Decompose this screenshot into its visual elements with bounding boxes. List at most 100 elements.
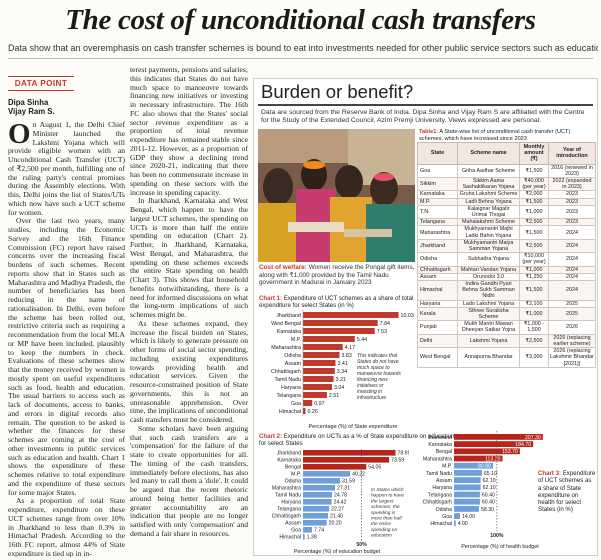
table-row: Kerala Sthree Suraksha Scheme ₹1,000 2025 — [417, 306, 596, 322]
chart1-category-label: Karnataka — [277, 329, 301, 335]
table-cell: Ladli Behna Yojana — [457, 197, 520, 206]
chart3-bar — [454, 455, 503, 462]
chart3-value-label: 60.40 — [482, 500, 495, 506]
table-cell: Sthree Suraksha Scheme — [457, 306, 520, 322]
table-cell: ₹10,000 (per year) — [519, 252, 549, 267]
table-cell: ₹3,000 — [519, 347, 549, 368]
table-cell: Sikkim Aama Sashaktikaran Yojana — [457, 177, 520, 192]
table-cell: 2024 — [548, 280, 596, 301]
chart2-bar — [303, 464, 367, 470]
chart1-category-label: Chhattisgarh — [271, 369, 301, 375]
chart1-value-label: 3.41 — [337, 361, 347, 367]
chart2-svg: Jharkhand 78.99 Karnataka 73.59 Bengal 54.05 M… — [272, 449, 409, 555]
table-cell: Mukhyamantri Maiya Samman Yojana — [457, 238, 520, 254]
table-title-text: A State-wise list of unconditional cash … — [419, 129, 571, 142]
table-cell: ₹2,500 — [519, 333, 549, 349]
chart3-category-label: Telangana — [428, 492, 452, 498]
table-cell: 2026 (replacing earlier scheme) — [548, 333, 596, 349]
table-row: Delhi Lakshmi Yojana ₹2,500 2026 (replacing… — [417, 333, 596, 349]
table-header-cell: State — [417, 142, 458, 165]
chart2-bar — [303, 506, 330, 512]
table-cell: Mukh Mantri Mawan Dheeyan Satkar Yojna — [457, 320, 520, 335]
chart1-bar — [303, 368, 335, 374]
table-cell: 2025 — [548, 306, 596, 322]
chart2-category-label: Chhattisgarh — [272, 514, 302, 520]
table-cell: Mahalakshmi Scheme — [457, 218, 520, 227]
chart2-category-label: Tamil Nadu — [275, 493, 301, 499]
chart3-bar — [454, 491, 480, 498]
chart3-value-label: 207.30 — [525, 435, 541, 441]
chart1-category-label: Assam — [285, 361, 302, 367]
chart2-title-lead: Chart 2: — [259, 433, 283, 440]
table-cell: 2022 (expanded in 2023) — [548, 177, 596, 192]
table-cell: West Bengal — [417, 347, 458, 368]
table-row: Maharashtra Mukhyamantri Majhi Ladki Bahi… — [417, 225, 596, 240]
chart1-category-label: Telangana — [277, 393, 302, 399]
chart3-bar — [454, 498, 480, 505]
chart1-category-label: West Bengal — [271, 321, 301, 327]
chart2-x-label: Percentage (%) of education budget — [294, 549, 381, 555]
table-cell: ₹1,000 — [519, 306, 549, 322]
chart1-bar — [303, 360, 336, 366]
chart1-category-label: Tamil Nadu — [275, 377, 302, 383]
chart3-title-text: Expenditure of UCT schemes as a share of… — [538, 470, 596, 514]
chart1-bar — [303, 408, 306, 414]
chart3-category-label: Maharashtra — [423, 456, 452, 462]
chart1-value-label: 0.26 — [307, 409, 317, 415]
chart3-category-label: Himachal — [430, 521, 452, 527]
table-cell: Orunodoi 3.0 — [457, 272, 520, 282]
chart3-value-label: 153.70 — [502, 449, 518, 455]
chart3-value-label: 65.10 — [484, 471, 497, 477]
chart1-category-label: Goa — [291, 401, 301, 407]
table-cell: ₹1,500 — [519, 163, 549, 179]
table-row: Jharkhand Mukhyamantri Maiya Samman Yojan… — [417, 238, 596, 254]
chart1-bar — [303, 328, 375, 334]
chart3-value-label: 62.10 — [483, 485, 496, 491]
table-cell: Punjab — [417, 320, 458, 335]
chart1-value-label: 10.03 — [401, 313, 414, 319]
chart3-value-label: 14.00 — [462, 514, 475, 520]
chart1-svg: Jharkhand 10.03 West Bengal 7.84 Karnataka 7.… — [271, 310, 414, 430]
chart1-value-label: 2.51 — [329, 393, 339, 399]
photo-caption: Cost of welfare: Women receive the Ponga… — [259, 264, 419, 287]
caption-lead: Cost of welfare: — [259, 264, 307, 271]
table-row: Odisha Subhadra Yojana ₹10,000 (per year) 2… — [417, 252, 596, 267]
table-row: Sikkim Sikkim Aama Sashaktikaran Yojana ₹4… — [417, 177, 596, 192]
table-cell: Assam — [417, 272, 458, 282]
chart3-category-label: Jharkhand — [428, 435, 452, 441]
table-cell: Karnataka — [417, 190, 458, 199]
table-header-cell: Year of introduction — [548, 142, 596, 165]
table-cell: 2024 — [548, 265, 596, 274]
chart3-title-lead: Chart 3: — [538, 470, 562, 477]
chart1-category-label: Himachal — [279, 409, 301, 415]
chart3-bar — [454, 470, 482, 476]
col1-para-3: As a proportion of total State expenditu… — [8, 496, 125, 557]
chart2-value-label: 20.20 — [329, 521, 342, 527]
chart3-value-label: 184.70 — [515, 442, 531, 448]
chart3-value-label: 62.10 — [483, 478, 496, 484]
chart3-value-label: 60.40 — [482, 492, 495, 498]
chart2-value-label: 40.22 — [352, 472, 365, 478]
chart3-title: Chart 3: Expenditure of UCT schemes as a… — [538, 470, 596, 514]
table-cell: 2023 — [548, 218, 596, 227]
col2-para-4: Some scholars have been arguing that suc… — [130, 423, 248, 538]
chart2-bar — [303, 478, 340, 484]
chart2-value-label: 73.59 — [391, 458, 404, 464]
chart3-category-label: Odisha — [436, 507, 453, 513]
table-cell: Gruha Lakshmi Scheme — [457, 190, 520, 199]
chart3-category-label: M.P. — [442, 464, 452, 470]
chart3-value-label: 90.80 — [478, 464, 491, 470]
chart1-value-label: 3.04 — [334, 385, 344, 391]
chart2-bar — [303, 520, 327, 526]
col2-para-2: In Jharkhand, Karnataka and West Bengal,… — [130, 196, 248, 319]
photo-illustration — [258, 129, 415, 262]
chart2-value-label: 31.59 — [342, 479, 355, 485]
chart2-bar — [303, 513, 329, 519]
table-header-row: State Scheme name Monthly amount (₹) Year o… — [417, 142, 596, 165]
chart1-value-label: 0.97 — [314, 401, 324, 407]
divider — [8, 58, 593, 59]
table-cell: Goa — [417, 163, 458, 179]
chart2-value-label: 54.05 — [368, 465, 381, 471]
chart2-value-label: 27.31 — [337, 486, 350, 492]
chart1-bar — [303, 400, 313, 406]
